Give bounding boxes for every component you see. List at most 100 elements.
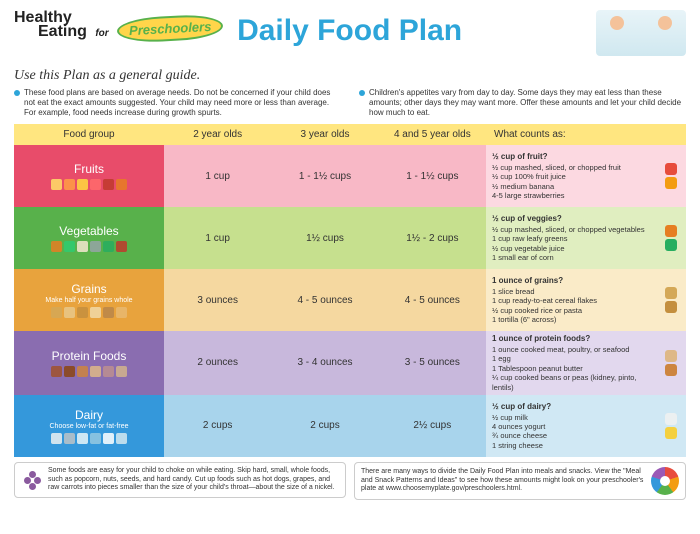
counts-line: ½ cup cooked rice or pasta — [492, 306, 658, 315]
counts-line: 1 Tablespoon peanut butter — [492, 364, 658, 373]
amount-cell: 3 ounces — [164, 269, 271, 331]
food-icon — [90, 307, 101, 318]
food-icons — [51, 307, 127, 318]
food-icon — [90, 241, 101, 252]
myplate-icon — [651, 467, 679, 495]
amount-cell: 3 - 5 ounces — [379, 331, 486, 395]
counts-line: 1 cup ready-to-eat cereal flakes — [492, 296, 658, 305]
counts-cell: ½ cup of veggies?½ cup mashed, sliced, o… — [486, 207, 686, 269]
amount-cell: 1 cup — [164, 145, 271, 207]
food-icon — [77, 179, 88, 190]
food-icons — [51, 366, 127, 377]
table-row: DairyChoose low-fat or fat-free2 cups2 c… — [14, 395, 686, 457]
footer-text: Some foods are easy for your child to ch… — [48, 467, 339, 493]
food-icon — [116, 307, 127, 318]
food-icon — [77, 366, 88, 377]
counts-line: 1 cup raw leafy greens — [492, 234, 658, 243]
amount-cell: 1½ - 2 cups — [379, 207, 486, 269]
food-icon — [51, 179, 62, 190]
food-icon — [116, 433, 127, 444]
amount-cell: 1 - 1½ cups — [271, 145, 378, 207]
food-icon — [665, 301, 677, 313]
amount-cell: 4 - 5 ounces — [379, 269, 486, 331]
counts-title: 1 ounce of grains? — [492, 276, 658, 286]
food-group-name: Fruits — [74, 162, 104, 176]
preschoolers-badge: Preschoolers — [116, 13, 224, 44]
page-title: Daily Food Plan — [237, 14, 462, 48]
counts-title: ½ cup of dairy? — [492, 402, 658, 412]
table-row: GrainsMake half your grains whole3 ounce… — [14, 269, 686, 331]
food-icon — [51, 433, 62, 444]
intro-bullets: These food plans are based on average ne… — [14, 88, 686, 118]
footer-note-choking: Some foods are easy for your child to ch… — [14, 462, 346, 498]
food-icon — [103, 241, 114, 252]
food-group-name: Protein Foods — [52, 349, 127, 363]
counts-icons — [662, 287, 680, 313]
counts-cell: ½ cup of dairy?½ cup milk4 ounces yogurt… — [486, 395, 686, 457]
col-header: 4 and 5 year olds — [379, 124, 486, 145]
food-icon — [116, 241, 127, 252]
footer-text: There are many ways to divide the Daily … — [361, 468, 646, 494]
food-icon — [51, 307, 62, 318]
counts-icons — [662, 163, 680, 189]
amount-cell: 4 - 5 ounces — [271, 269, 378, 331]
counts-line: ½ cup 100% fruit juice — [492, 172, 658, 181]
counts-line: ¼ cup cooked beans or peas (kidney, pint… — [492, 373, 658, 392]
food-icons — [51, 179, 127, 190]
amount-cell: 1½ cups — [271, 207, 378, 269]
food-icon — [665, 163, 677, 175]
counts-line: 4-5 large strawberries — [492, 191, 658, 200]
food-icon — [77, 241, 88, 252]
food-icon — [665, 287, 677, 299]
amount-cell: 2 cups — [164, 395, 271, 457]
food-icon — [51, 366, 62, 377]
food-icon — [103, 307, 114, 318]
footer-note-plate: There are many ways to divide the Daily … — [354, 462, 686, 500]
food-icon — [665, 177, 677, 189]
food-icon — [665, 350, 677, 362]
food-group-header: Protein Foods — [14, 331, 164, 395]
food-icon — [64, 433, 75, 444]
counts-line: ½ medium banana — [492, 182, 658, 191]
counts-icons — [662, 413, 680, 439]
counts-line: 1 slice bread — [492, 287, 658, 296]
header: Healthy Eating for Preschoolers Daily Fo… — [14, 10, 686, 64]
amount-cell: 2 cups — [271, 395, 378, 457]
food-icon — [665, 239, 677, 251]
amount-cell: 1 cup — [164, 207, 271, 269]
food-icon — [103, 366, 114, 377]
amount-cell: 3 - 4 ounces — [271, 331, 378, 395]
food-group-header: DairyChoose low-fat or fat-free — [14, 395, 164, 457]
food-group-header: Fruits — [14, 145, 164, 207]
bullet-text: Children's appetites vary from day to da… — [369, 88, 686, 118]
counts-line: ½ cup milk — [492, 413, 658, 422]
amount-cell: 2 ounces — [164, 331, 271, 395]
col-header: Food group — [14, 124, 164, 145]
food-icon — [90, 433, 101, 444]
kids-illustration — [596, 10, 686, 56]
food-icon — [64, 241, 75, 252]
bullet-icon — [14, 90, 20, 96]
food-icon — [64, 366, 75, 377]
food-group-name: Grains — [71, 282, 106, 296]
food-icon — [51, 241, 62, 252]
counts-line: ½ cup mashed, sliced, or chopped vegetab… — [492, 225, 658, 234]
amount-cell: 1 - 1½ cups — [379, 145, 486, 207]
food-icon — [665, 225, 677, 237]
food-icon — [90, 179, 101, 190]
food-icon — [64, 179, 75, 190]
food-icon — [116, 179, 127, 190]
food-group-header: GrainsMake half your grains whole — [14, 269, 164, 331]
counts-title: ½ cup of fruit? — [492, 152, 658, 162]
food-icon — [103, 179, 114, 190]
counts-cell: 1 ounce of protein foods?1 ounce cooked … — [486, 331, 686, 395]
food-icon — [77, 433, 88, 444]
counts-line: ¾ ounce cheese — [492, 431, 658, 440]
counts-line: 1 ounce cooked meat, poultry, or seafood — [492, 345, 658, 354]
counts-line: 1 tortilla (6" across) — [492, 315, 658, 324]
counts-line: 1 string cheese — [492, 441, 658, 450]
logo: Healthy Eating for — [14, 10, 109, 40]
food-group-subtitle: Make half your grains whole — [45, 297, 132, 304]
counts-line: 4 ounces yogurt — [492, 422, 658, 431]
grape-icon — [21, 469, 43, 491]
